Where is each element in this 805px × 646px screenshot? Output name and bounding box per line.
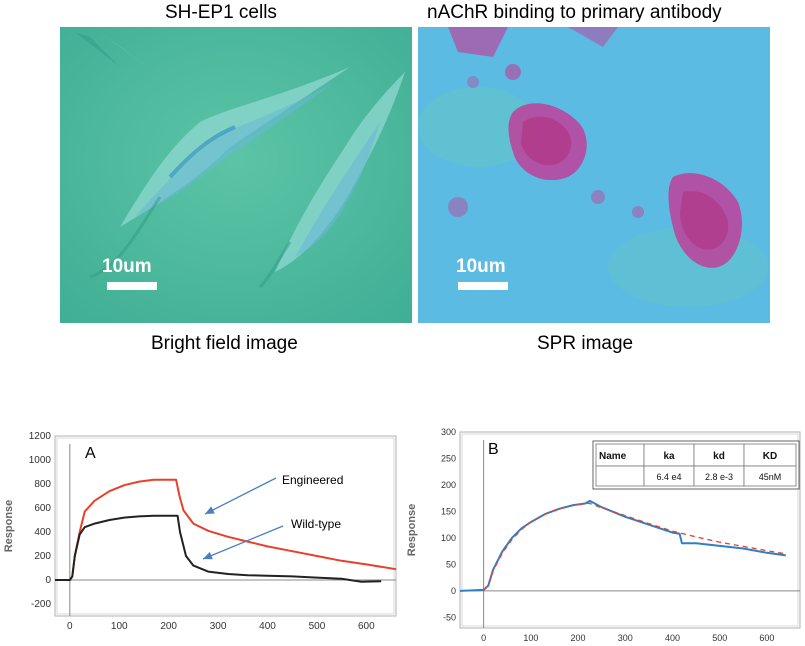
kinetics-table-cell [743, 465, 797, 487]
annotation-arrowhead [203, 551, 213, 560]
chart-b: -50 0 50 100 150 200 250 300 0 100 200 300 400 500 600… [406, 427, 801, 643]
spr-image: 10um [418, 27, 770, 323]
x-tick-label: 200 [160, 621, 177, 632]
kinetics-table-header: kd [713, 451, 725, 462]
y-tick-label: 400 [34, 527, 51, 538]
annotation-label: Wild-type [291, 517, 341, 531]
left-scalebar [107, 282, 157, 290]
kinetics-table-header: KD [763, 451, 777, 462]
x-tick-label: 600 [358, 621, 375, 632]
x-tick-label: 400 [665, 633, 680, 643]
x-tick-label: 600 [759, 633, 774, 643]
right-scalebar [458, 282, 508, 290]
plot-frame [54, 435, 397, 617]
annotation-arrowhead [205, 506, 215, 514]
y-axis-label: Response [3, 500, 15, 553]
kinetics-table-value: 6.4 e4 [656, 472, 681, 482]
x-tick-label: 300 [210, 621, 227, 632]
x-tick-label: 0 [67, 621, 73, 632]
panel-label: B [488, 441, 499, 458]
left-image-title: SH-EP1 cells [165, 2, 277, 23]
y-tick-label: 150 [441, 506, 456, 516]
y-tick-label: 50 [446, 559, 456, 569]
y-tick-label: 1200 [29, 431, 52, 442]
x-tick-label: 500 [309, 621, 326, 632]
x-tick-label: 0 [481, 633, 486, 643]
y-tick-label: 0 [45, 575, 51, 586]
y-axis-label: Response [406, 504, 418, 557]
kinetics-table-header: Name [599, 451, 627, 462]
right-image-title: nAChR binding to primary antibody [427, 2, 722, 23]
x-tick-label: 100 [111, 621, 128, 632]
y-tick-label: 0 [451, 586, 456, 596]
kinetics-table-cell [595, 465, 645, 487]
annotation-arrow [204, 477, 277, 515]
series-line-1 [55, 514, 382, 583]
annotation-label: Engineered [282, 473, 343, 487]
kinetics-table-header: ka [663, 451, 675, 462]
right-scalebar-label: 10um [456, 256, 506, 277]
chart-a: -200 0 200 400 600 800 1000 1200 0 100 200 300 400 50… [3, 431, 397, 632]
y-tick-label: 250 [441, 453, 456, 463]
kinetics-table-value: 2.8 e-3 [705, 472, 733, 482]
y-tick-label: 300 [441, 427, 456, 437]
left-image-caption: Bright field image [151, 333, 298, 354]
x-tick-label: 500 [712, 633, 727, 643]
annotation-arrow [202, 525, 284, 560]
y-tick-label: 600 [34, 503, 51, 514]
x-tick-label: 100 [523, 633, 538, 643]
x-tick-label: 200 [571, 633, 586, 643]
series-line-1 [483, 502, 786, 591]
y-tick-label: -200 [31, 599, 51, 610]
y-tick-label: 800 [34, 479, 51, 490]
series-line-0 [459, 499, 786, 592]
kinetics-table-value: 45nM [759, 472, 782, 482]
y-tick-label: 200 [441, 480, 456, 490]
plot-inner-frame [461, 433, 799, 627]
plot-inner-frame [56, 437, 395, 615]
bright-field-image: 10um [60, 27, 412, 323]
x-tick-label: 300 [618, 633, 633, 643]
y-tick-label: 1000 [29, 455, 52, 466]
panel-label: A [85, 445, 96, 462]
y-tick-label: 100 [441, 533, 456, 543]
x-tick-label: 400 [259, 621, 276, 632]
left-scalebar-label: 10um [102, 256, 152, 277]
right-image-caption: SPR image [537, 333, 634, 354]
series-line-0 [55, 478, 397, 581]
y-tick-label: -50 [443, 612, 456, 622]
y-tick-label: 200 [34, 551, 51, 562]
